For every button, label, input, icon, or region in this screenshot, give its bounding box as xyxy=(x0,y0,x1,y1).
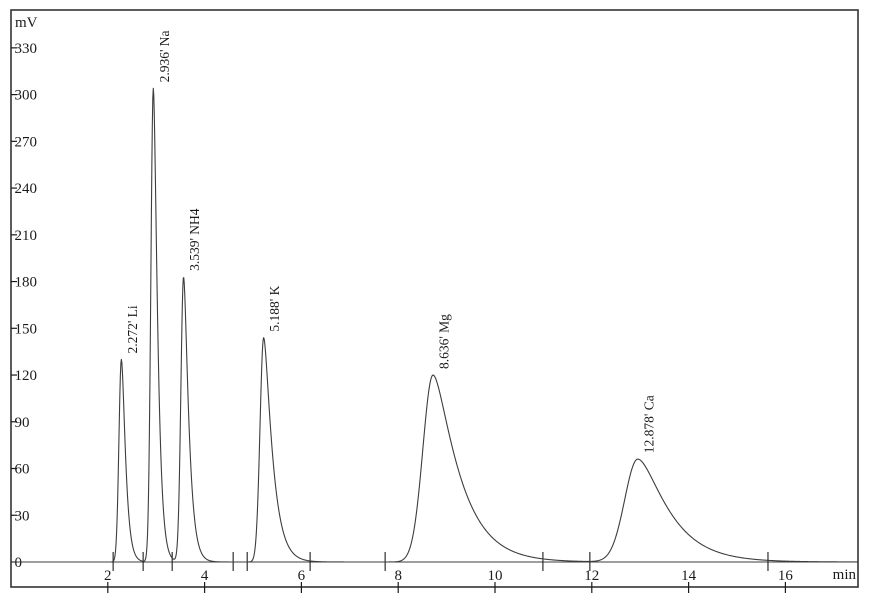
y-axis-tick-label: 180 xyxy=(15,275,38,291)
y-axis-tick-label: 210 xyxy=(15,228,38,244)
peak-label-mg: 8.636' Mg xyxy=(437,314,452,369)
chromatogram-curve xyxy=(10,87,859,563)
x-axis-tick-label: 12 xyxy=(584,568,599,584)
x-axis-tick-label: 4 xyxy=(201,568,209,584)
plot-frame xyxy=(10,9,859,588)
x-axis-tick-label: 16 xyxy=(778,568,794,584)
peak-label-na: 2.936' Na xyxy=(157,30,172,82)
x-axis-tick-label: 2 xyxy=(104,568,112,584)
y-axis-tick-label: 60 xyxy=(15,462,30,478)
y-axis-tick-label: 30 xyxy=(15,508,30,524)
peak-label-ca: 12.878' Ca xyxy=(641,395,656,453)
x-axis-tick-label: 8 xyxy=(394,568,402,584)
peak-label-k: 5.188' K xyxy=(267,285,282,331)
x-axis-tick-label: 10 xyxy=(488,568,503,584)
y-axis-tick-label: 300 xyxy=(15,88,38,104)
y-axis-tick-label: 270 xyxy=(15,134,38,150)
y-axis-tick-label: 150 xyxy=(15,321,38,337)
y-axis-tick-label: 120 xyxy=(15,368,38,384)
y-axis-unit-label: mV xyxy=(15,15,38,31)
peak-label-li: 2.272' Li xyxy=(125,305,140,353)
y-axis-tick-label: 330 xyxy=(15,41,38,57)
y-axis-tick-label: 90 xyxy=(15,415,30,431)
x-axis-tick-label: 6 xyxy=(298,568,306,584)
x-axis-tick-label: 14 xyxy=(681,568,697,584)
x-axis-unit-label: min xyxy=(833,567,857,583)
y-axis-tick-label: 240 xyxy=(15,181,38,197)
peak-label-nh4: 3.539' NH4 xyxy=(187,208,202,271)
y-axis-tick-label: 0 xyxy=(15,555,23,571)
